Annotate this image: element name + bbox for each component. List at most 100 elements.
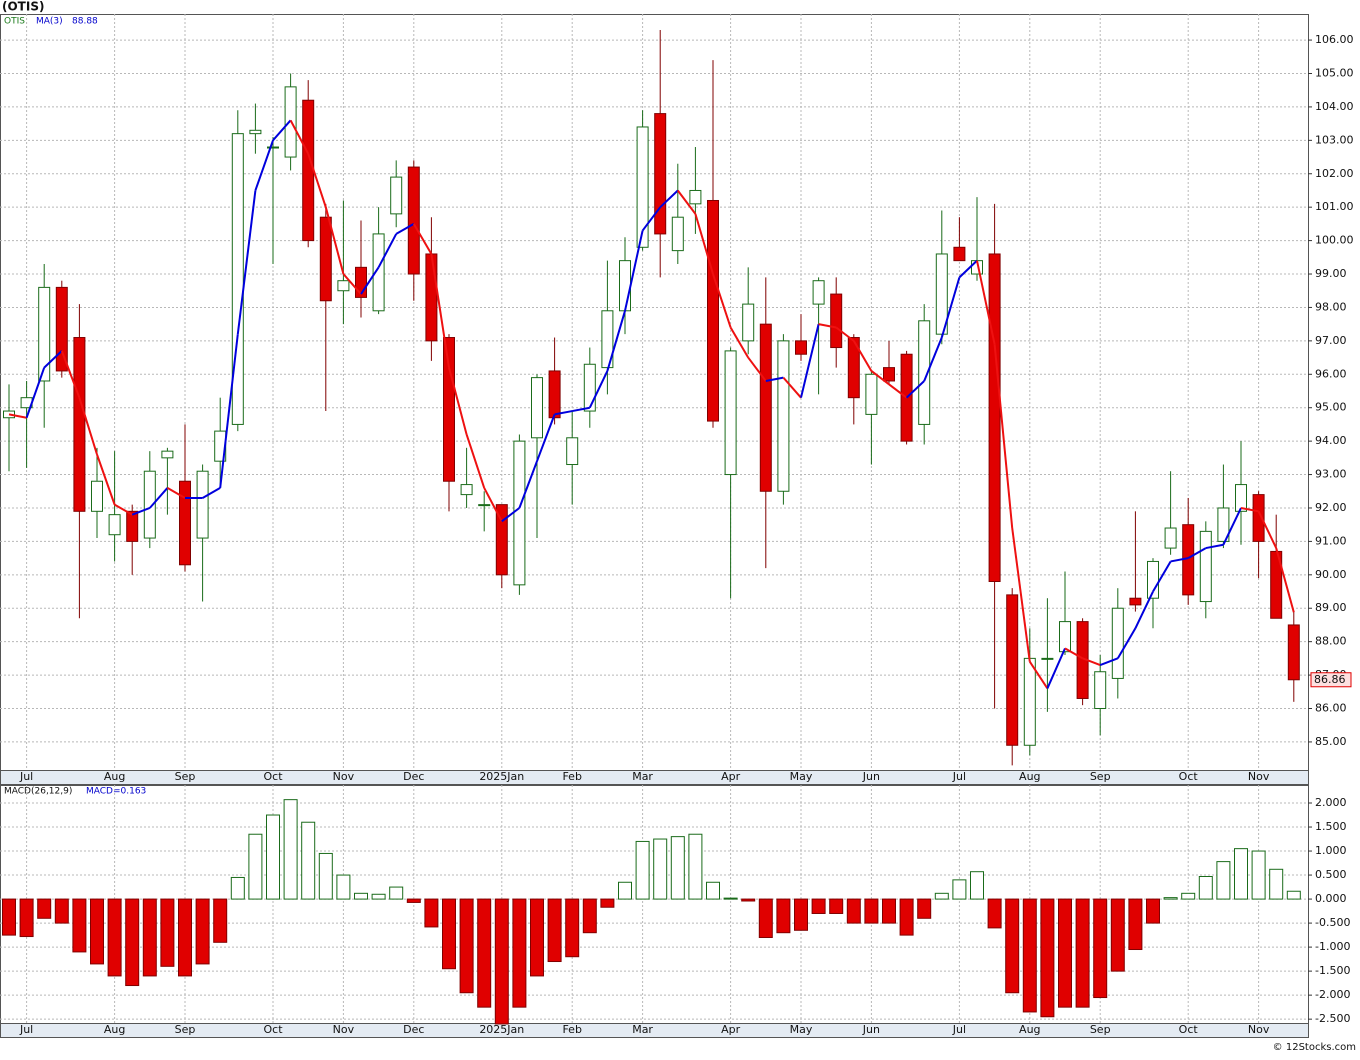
x-tick-label: Nov	[1248, 1023, 1270, 1036]
candle-body	[689, 189, 702, 205]
y-tick-label: 104.00	[1315, 100, 1354, 113]
x-tick-label: Apr	[721, 770, 741, 783]
last-price-label: 86.86	[1314, 673, 1346, 686]
ma-line	[1275, 547, 1295, 613]
candle-body	[1287, 624, 1300, 681]
macd-bar	[706, 881, 720, 900]
y-tick-label: 94.00	[1315, 434, 1347, 447]
ma-line	[641, 206, 661, 232]
candle-body	[1252, 494, 1265, 542]
candle-body	[1041, 657, 1054, 660]
macd-bar	[195, 898, 210, 965]
macd-bar	[723, 897, 738, 900]
candle-body	[495, 504, 508, 576]
y-tick-label: 100.00	[1315, 234, 1354, 247]
y-tick-label: 106.00	[1315, 33, 1354, 46]
y-tick-label: 93.00	[1315, 468, 1347, 481]
y-tick-label: 98.00	[1315, 300, 1347, 313]
macd-legend: MACD(26,12,9)	[4, 787, 72, 797]
macd-bar	[72, 898, 87, 953]
ticker-label: OTIS	[4, 17, 25, 27]
ma-line	[307, 153, 327, 208]
ma-line	[659, 189, 679, 208]
x-tick-label: 2025Jan	[479, 770, 524, 783]
x-tick-label: May	[790, 1023, 813, 1036]
candle-body	[918, 320, 931, 425]
macd-bar	[899, 898, 914, 936]
macd-bar	[1022, 898, 1037, 1013]
macd-bar	[142, 898, 157, 977]
macd-bar	[90, 898, 104, 965]
x-tick-label: Oct	[1179, 1023, 1199, 1036]
x-tick-label: Jun	[862, 1023, 880, 1036]
macd-bar	[160, 898, 175, 967]
macd-bar	[864, 898, 879, 924]
macd-bar	[1181, 892, 1196, 900]
candle-body	[108, 514, 121, 536]
macd-bar	[107, 898, 122, 977]
ma-line	[1064, 647, 1084, 660]
ma-line	[694, 213, 714, 275]
candle-body	[1111, 607, 1124, 679]
macd-bar	[600, 898, 615, 908]
macd-bar	[283, 799, 298, 900]
candle-body	[1217, 507, 1230, 542]
y-tick-label: 91.00	[1315, 534, 1347, 547]
y-tick-label: 88.00	[1315, 635, 1347, 648]
macd-bar	[477, 898, 492, 1008]
macd-bar	[670, 836, 685, 900]
y-tick-label: 1.500	[1315, 820, 1347, 833]
macd-bar	[1093, 898, 1108, 999]
y-tick-label: -1.500	[1315, 964, 1350, 977]
macd-bar	[459, 898, 474, 994]
x-tick-label: Sep	[175, 1023, 196, 1036]
candle-body	[1199, 530, 1212, 603]
candle-body	[302, 99, 315, 242]
y-tick-label: 0.500	[1315, 868, 1347, 881]
macd-bar	[1269, 868, 1284, 900]
candle-body	[777, 340, 790, 492]
ma-line	[747, 356, 767, 382]
ma-line	[958, 259, 978, 279]
macd-bar	[1286, 890, 1301, 900]
ma-line	[25, 367, 46, 419]
x-tick-label: Oct	[263, 1023, 283, 1036]
x-tick-label: Aug	[1019, 1023, 1040, 1036]
candle-body	[407, 166, 420, 275]
candle-body	[583, 363, 596, 412]
ma-line	[870, 370, 890, 386]
ma-line	[1240, 506, 1259, 513]
date-strip	[0, 770, 1309, 785]
y-tick-label: 1.000	[1315, 844, 1347, 857]
ma-line	[852, 340, 873, 372]
ma-line	[360, 266, 380, 295]
ma-line	[377, 233, 398, 268]
ma-line	[448, 367, 468, 435]
ma-line	[518, 460, 538, 509]
macd-bar	[424, 898, 439, 928]
ma-line	[43, 350, 63, 369]
ma-line	[412, 223, 433, 255]
candle-body	[1059, 621, 1071, 653]
macd-bar	[970, 871, 984, 900]
candle-body	[355, 266, 367, 298]
macd-bar	[1005, 898, 1020, 994]
macd-bar	[1216, 861, 1231, 900]
x-tick-label: Dec	[403, 1023, 424, 1036]
x-tick-label: Aug	[104, 1023, 125, 1036]
candle-body	[812, 280, 825, 305]
date-strip	[0, 1023, 1309, 1038]
x-tick-label: Aug	[1019, 770, 1040, 783]
macd-bar	[1146, 898, 1160, 924]
candle-body	[1235, 484, 1247, 512]
x-tick-label: Jul	[19, 770, 33, 783]
candle-body	[179, 480, 191, 566]
x-tick-label: Sep	[175, 770, 196, 783]
candle-body	[1147, 560, 1159, 599]
x-tick-label: Oct	[1179, 770, 1199, 783]
macd-bar	[37, 898, 52, 919]
macd-last: MACD=0.163	[86, 787, 146, 797]
macd-bar	[917, 898, 932, 919]
ma-line	[905, 380, 925, 399]
ma-line	[430, 253, 450, 368]
